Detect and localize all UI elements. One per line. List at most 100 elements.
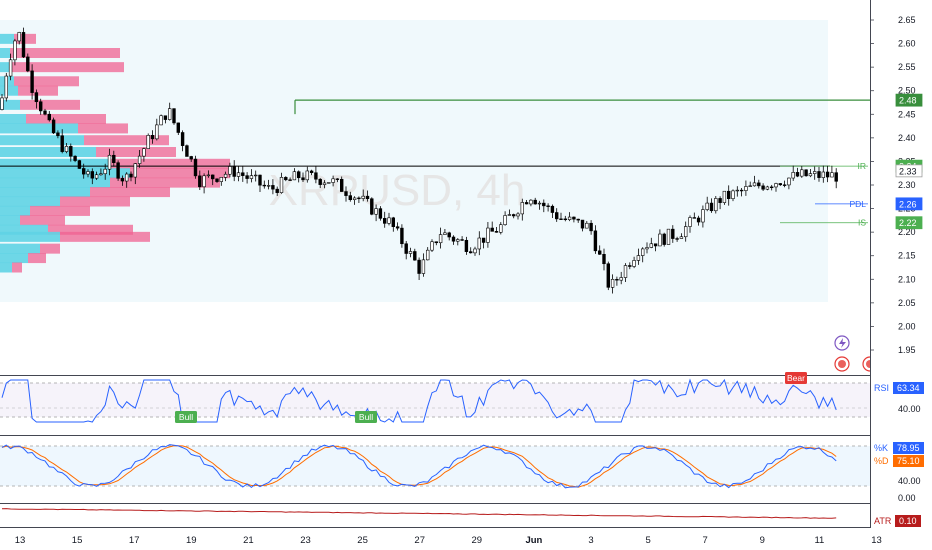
price-tick-label: 2.15 xyxy=(898,251,916,261)
candlestick-series[interactable] xyxy=(0,27,838,294)
candle-down xyxy=(769,186,774,188)
candle-up xyxy=(361,195,365,199)
candle-down xyxy=(400,227,404,245)
time-tick-label: 27 xyxy=(414,535,425,546)
candle-up xyxy=(748,185,752,187)
candle-up xyxy=(322,182,327,185)
rsi-band xyxy=(0,383,870,417)
stoch-d-badge xyxy=(893,455,924,467)
volume-bar-up xyxy=(0,99,20,110)
candle-down xyxy=(258,174,262,186)
atr-scale[interactable]: 0.00 ATR 0.10 xyxy=(874,493,921,527)
volume-bar-up xyxy=(0,147,96,157)
time-axis[interactable]: 13 15 17 19 21 23 25 27 29 Jun 3 5 7 9 11 13 xyxy=(15,535,882,546)
candle-down xyxy=(30,70,34,93)
candle-up xyxy=(645,247,649,250)
candle-down xyxy=(404,243,408,254)
level-tag-pdl: PDL xyxy=(849,199,866,209)
candle-up xyxy=(228,166,232,175)
price-label-PDL: 2.26 xyxy=(899,199,917,209)
atr-line xyxy=(1,508,837,519)
candle-down xyxy=(692,217,697,219)
candle-down xyxy=(494,231,499,233)
time-tick-label: 5 xyxy=(645,535,650,546)
candle-down xyxy=(245,175,249,179)
candle-up xyxy=(125,173,129,182)
candle-up xyxy=(516,213,520,217)
candle-down xyxy=(559,218,563,220)
volume-bar-up xyxy=(0,215,20,226)
candle-up xyxy=(107,154,112,170)
time-tick-label: 19 xyxy=(186,535,197,546)
price-tick-label: 1.95 xyxy=(898,345,916,355)
volume-bar-up xyxy=(0,158,110,169)
stoch-d-name: %D xyxy=(874,456,889,466)
price-tick-label: 2.55 xyxy=(898,62,916,72)
candle-down xyxy=(834,172,838,182)
horizontal-levels: IR PDL IS xyxy=(0,99,870,228)
candle-down xyxy=(757,182,761,187)
volume-bar-down xyxy=(20,215,65,226)
candle-down xyxy=(348,195,352,201)
candle-down xyxy=(232,166,236,177)
candle-down xyxy=(589,222,593,232)
candle-down xyxy=(490,227,494,232)
volume-bar-down xyxy=(12,62,124,73)
candle-up xyxy=(0,97,4,110)
rsi-signals: Bull Bull Bear xyxy=(175,372,807,423)
candle-up xyxy=(735,189,740,192)
volume-bar-down xyxy=(60,231,150,242)
candle-down xyxy=(761,185,765,190)
candle-down xyxy=(73,155,77,161)
candle-down xyxy=(271,185,275,190)
rsi-value: 63.34 xyxy=(897,383,920,393)
candle-down xyxy=(468,251,473,254)
time-tick-label: 25 xyxy=(357,535,368,546)
rsi-pane[interactable]: Bull Bull Bear xyxy=(0,372,870,423)
candle-down xyxy=(593,230,598,252)
price-scale[interactable]: 2.652.602.552.502.452.402.352.302.252.20… xyxy=(870,15,916,355)
price-label-PDL-badge xyxy=(895,197,923,211)
candle-down xyxy=(69,146,73,157)
time-tick-label: 7 xyxy=(703,535,708,546)
candle-up xyxy=(701,209,705,223)
candle-down xyxy=(370,198,374,215)
candle-up xyxy=(791,172,795,179)
rsi-signal-bull-badge xyxy=(355,411,377,423)
candle-down xyxy=(262,184,266,187)
stoch-scale[interactable]: %K 78.95 %D 75.10 40.00 xyxy=(874,442,924,486)
candle-up xyxy=(137,155,142,164)
candle-up xyxy=(133,163,137,178)
atr-value-badge xyxy=(895,515,921,527)
candle-down xyxy=(318,178,322,185)
rsi-signal-bull-badge xyxy=(175,411,197,423)
candle-up xyxy=(86,171,90,175)
time-tick-label: 13 xyxy=(871,535,882,546)
volume-bar-down xyxy=(96,147,176,157)
time-tick-label: 13 xyxy=(15,535,26,546)
candle-up xyxy=(688,217,692,227)
candle-up xyxy=(331,178,335,183)
price-tick-label: 2.60 xyxy=(898,39,916,49)
volume-bar-up xyxy=(0,135,84,146)
stoch-pane[interactable] xyxy=(0,444,870,489)
candle-down xyxy=(718,198,722,203)
stoch-band xyxy=(0,446,870,486)
volume-bar-up xyxy=(0,177,110,188)
volume-bar-down xyxy=(78,123,128,134)
candle-down xyxy=(417,259,421,274)
candle-down xyxy=(434,241,438,244)
candle-up xyxy=(305,170,309,181)
price-level-labels: 2.482.342.332.262.22 xyxy=(895,93,923,230)
candle-up xyxy=(486,227,490,243)
atr-pane[interactable] xyxy=(1,508,837,519)
candle-down xyxy=(275,188,279,193)
candle-down xyxy=(447,232,451,238)
rsi-scale[interactable]: RSI 63.34 40.00 xyxy=(874,382,924,414)
candle-down xyxy=(546,205,550,207)
candle-up xyxy=(774,183,778,188)
candle-up xyxy=(64,146,69,152)
candle-down xyxy=(339,178,344,192)
candle-down xyxy=(284,177,288,181)
